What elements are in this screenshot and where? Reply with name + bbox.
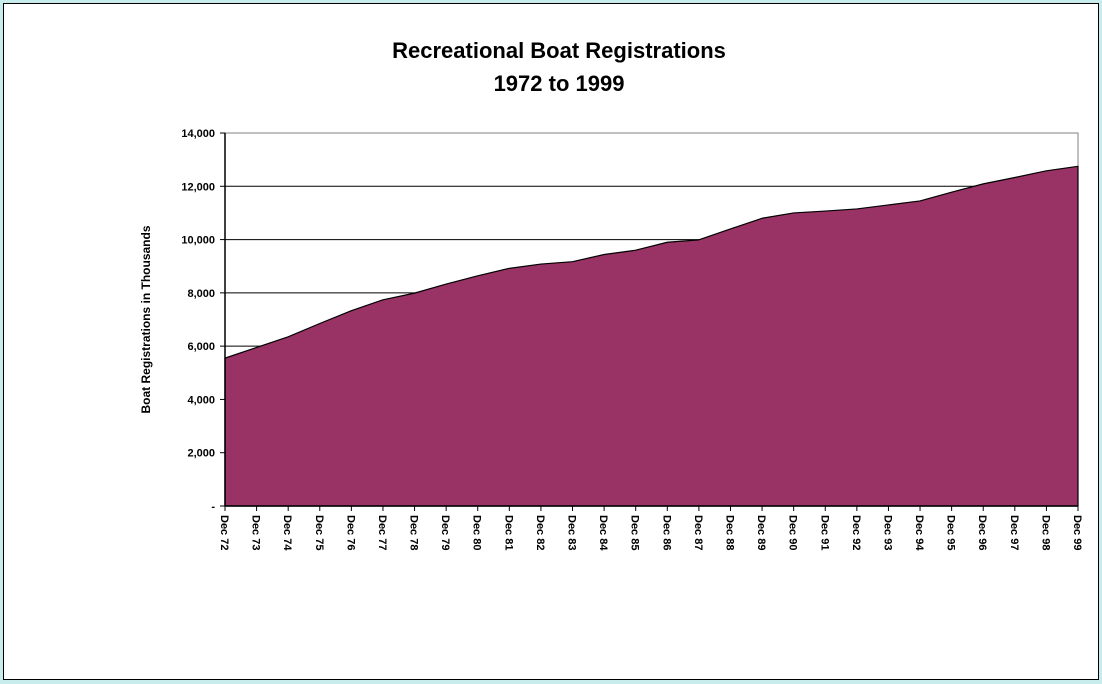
y-axis-title: Boat Registrations in Thousands xyxy=(139,225,153,413)
x-tick-label: Dec 95 xyxy=(945,515,957,550)
x-tick-label: Dec 83 xyxy=(566,515,578,550)
x-tick-label: Dec 92 xyxy=(850,515,862,550)
x-tick-label: Dec 85 xyxy=(629,515,641,550)
x-tick-label: Dec 91 xyxy=(818,515,830,550)
area-chart: Recreational Boat Registrations 1972 to … xyxy=(4,4,1098,679)
x-tick-label: Dec 94 xyxy=(913,515,925,551)
x-tick-label: Dec 97 xyxy=(1008,515,1020,550)
x-tick-label: Dec 86 xyxy=(660,515,672,550)
x-tick-label: Dec 73 xyxy=(250,515,262,550)
y-tick-label: 12,000 xyxy=(181,181,215,193)
chart-title: Recreational Boat Registrations xyxy=(392,38,726,63)
y-tick-label: 4,000 xyxy=(187,394,215,406)
x-tick-label: Dec 79 xyxy=(439,515,451,550)
y-tick-label: 14,000 xyxy=(181,128,215,140)
x-tick-label: Dec 96 xyxy=(976,515,988,550)
x-tick-label: Dec 88 xyxy=(723,515,735,550)
x-tick-label: Dec 90 xyxy=(787,515,799,550)
x-tick-label: Dec 75 xyxy=(313,515,325,550)
y-tick-label: 6,000 xyxy=(187,341,215,353)
y-tick-label: 10,000 xyxy=(181,235,215,247)
x-tick-label: Dec 72 xyxy=(218,515,230,550)
y-tick-label: 8,000 xyxy=(187,288,215,300)
x-tick-label: Dec 82 xyxy=(534,515,546,550)
chart-frame: Recreational Boat Registrations 1972 to … xyxy=(3,3,1099,680)
x-tick-label: Dec 74 xyxy=(281,515,293,551)
chart-subtitle: 1972 to 1999 xyxy=(494,71,625,96)
x-tick-label: Dec 81 xyxy=(502,515,514,550)
x-tick-label: Dec 87 xyxy=(692,515,704,550)
x-tick-label: Dec 84 xyxy=(597,515,609,551)
x-tick-label: Dec 93 xyxy=(881,515,893,550)
y-tick-label: - xyxy=(211,501,215,513)
x-tick-label: Dec 76 xyxy=(344,515,356,550)
x-tick-label: Dec 77 xyxy=(376,515,388,550)
x-tick-label: Dec 99 xyxy=(1071,515,1083,550)
x-tick-label: Dec 80 xyxy=(471,515,483,550)
series-area xyxy=(225,166,1078,506)
y-tick-label: 2,000 xyxy=(187,448,215,460)
x-tick-label: Dec 78 xyxy=(408,515,420,550)
x-tick-label: Dec 89 xyxy=(755,515,767,550)
x-tick-label: Dec 98 xyxy=(1039,515,1051,550)
